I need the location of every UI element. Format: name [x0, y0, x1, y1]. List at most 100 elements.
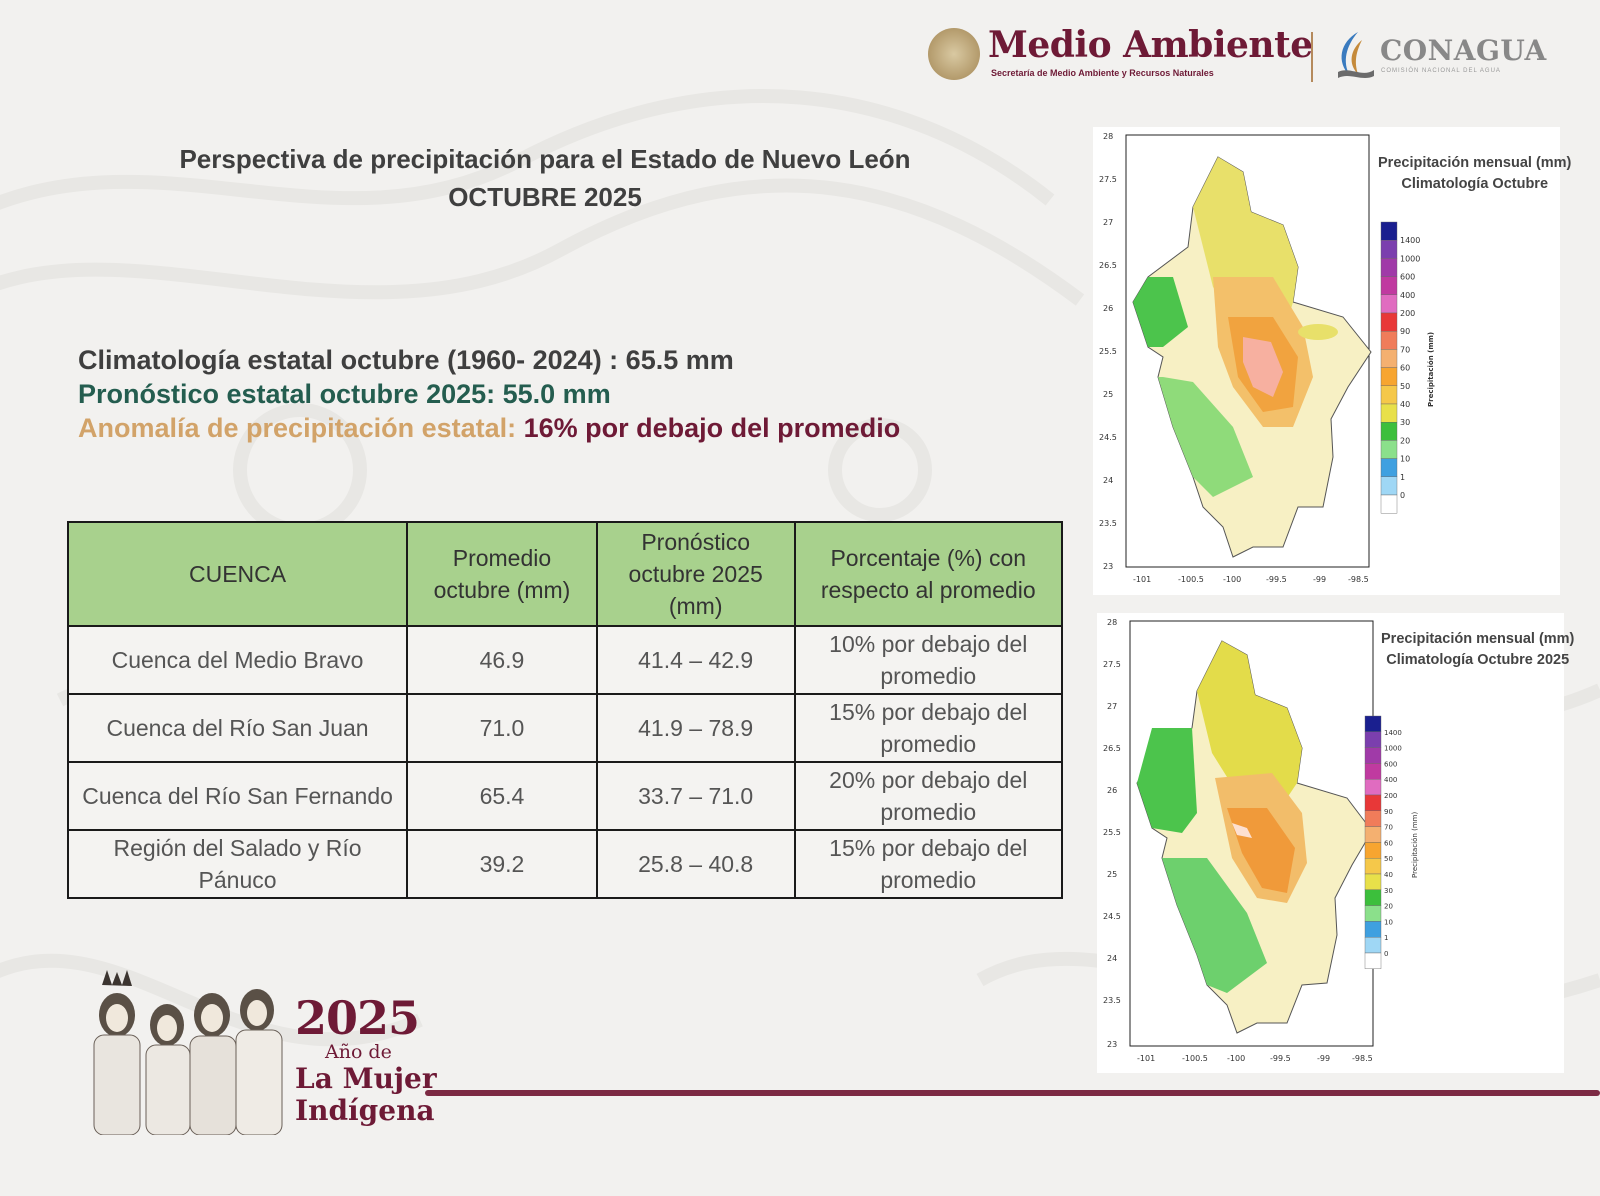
legend-axis-label: Precipitación (mm) — [1411, 812, 1419, 878]
xtick-label: -98.5 — [1348, 575, 1369, 584]
ytick-label: 27.5 — [1103, 660, 1121, 669]
ytick-label: 24.5 — [1103, 912, 1121, 921]
map-title-line-2: Climatología Octubre — [1401, 176, 1549, 192]
legend-label: 60 — [1384, 839, 1393, 847]
legend-label: 50 — [1400, 382, 1410, 391]
legend-swatch — [1380, 349, 1398, 368]
cell-porcentaje: 10% por debajo del promedio — [793, 625, 1064, 695]
map-title-line-1: Precipitación mensual (mm) — [1381, 631, 1575, 647]
xtick-label: -101 — [1137, 1054, 1155, 1063]
legend-label: 10 — [1400, 455, 1410, 464]
ytick-label: 27 — [1103, 218, 1113, 227]
legend-label: 1000 — [1400, 254, 1420, 263]
legend-label: 600 — [1400, 273, 1415, 282]
ytick-label: 25.5 — [1103, 828, 1121, 837]
cell-cuenca: Cuenca del Río San Fernando — [66, 761, 409, 831]
legend-swatch — [1364, 905, 1382, 922]
map-title-line-2: Climatología Octubre 2025 — [1386, 652, 1570, 668]
header-logos: Medio Ambiente Secretaría de Medio Ambie… — [928, 24, 1548, 86]
legend-label: 20 — [1400, 436, 1410, 445]
legend-label: 1000 — [1384, 745, 1402, 753]
legend-swatch — [1380, 494, 1398, 514]
year-line-1: La Mujer — [295, 1062, 437, 1095]
cell-pronostico: 25.8 – 40.8 — [595, 829, 796, 899]
table-row: Cuenca del Río San Fernando 65.4 33.7 – … — [66, 761, 1064, 831]
legend-label: 60 — [1400, 364, 1410, 373]
legend-swatch — [1364, 889, 1382, 906]
year-line-2: Indígena — [295, 1094, 435, 1127]
legend-swatch — [1364, 763, 1382, 780]
legend-swatch — [1380, 312, 1398, 332]
legend-swatch — [1380, 458, 1398, 478]
legend-label: 70 — [1384, 824, 1393, 832]
legend-swatch — [1380, 258, 1398, 277]
ytick-label: 28 — [1107, 618, 1117, 627]
legend-label: 200 — [1384, 792, 1397, 800]
mexico-seal-icon — [928, 28, 980, 80]
ytick-label: 25.5 — [1099, 347, 1117, 356]
summary-block: Climatología estatal octubre (1960- 2024… — [78, 343, 900, 445]
ytick-label: 24.5 — [1099, 433, 1117, 442]
agency-subtitle: COMISIÓN NACIONAL DEL AGUA — [1381, 68, 1501, 74]
cell-promedio: 65.4 — [406, 761, 598, 831]
xtick-label: -101 — [1133, 575, 1151, 584]
legend-label: 400 — [1400, 291, 1415, 300]
table-header-row: CUENCA Promedio octubre (mm) Pronóstico … — [66, 521, 1064, 627]
legend-swatch — [1364, 842, 1382, 859]
legend-label: 1 — [1400, 473, 1405, 482]
summary-forecast: Pronóstico estatal octubre 2025: 55.0 mm — [78, 379, 611, 409]
cell-promedio: 39.2 — [406, 829, 598, 899]
xtick-label: -99 — [1317, 1054, 1330, 1063]
ytick-label: 23 — [1107, 1040, 1117, 1049]
cell-cuenca: Cuenca del Río San Juan — [66, 693, 409, 763]
map-title-line-1: Precipitación mensual (mm) — [1378, 155, 1572, 171]
legend-swatch — [1364, 921, 1382, 938]
legend-label: 40 — [1400, 400, 1410, 409]
forecast-map-panel: 28 27.5 27 26.5 26 25.5 25 24.5 24 23.5 … — [1097, 613, 1574, 1073]
legend-swatch — [1364, 826, 1382, 843]
bottom-rule — [425, 1090, 1600, 1096]
ytick-label: 28 — [1103, 132, 1113, 141]
cell-pronostico: 41.4 – 42.9 — [595, 625, 796, 695]
year-ano-de: Año de — [325, 1041, 392, 1063]
ytick-label: 24 — [1103, 476, 1113, 485]
legend-swatch — [1364, 715, 1382, 733]
ytick-label: 25 — [1103, 390, 1113, 399]
legend-label: 200 — [1400, 309, 1415, 318]
xtick-label: -99 — [1313, 575, 1326, 584]
cell-promedio: 46.9 — [406, 625, 598, 695]
legend-swatch — [1380, 294, 1398, 314]
summary-anomaly: Anomalía de precipitación estatal: 16% p… — [78, 411, 900, 445]
cell-cuenca: Región del Salado y Río Pánuco — [66, 829, 409, 899]
legend-label: 1400 — [1384, 729, 1402, 737]
cell-promedio: 71.0 — [406, 693, 598, 763]
xtick-label: -98.5 — [1352, 1054, 1373, 1063]
legend-swatch — [1380, 385, 1398, 405]
legend-swatch — [1364, 810, 1382, 827]
forecast-map: 28 27.5 27 26.5 26 25.5 25 24.5 24 23.5 … — [1103, 618, 1419, 1063]
legend-swatch — [1380, 440, 1398, 459]
header-promedio: Promedio octubre (mm) — [406, 521, 598, 627]
xtick-label: -99.5 — [1270, 1054, 1291, 1063]
legend-swatch — [1380, 221, 1398, 241]
anomaly-label: Anomalía de precipitación estatal: — [78, 413, 524, 443]
logo-divider — [1311, 32, 1313, 82]
page-title: Perspectiva de precipitación para el Est… — [130, 140, 960, 216]
ytick-label: 26.5 — [1099, 261, 1117, 270]
year-number: 2025 — [295, 991, 420, 1045]
xtick-label: -100.5 — [1182, 1054, 1208, 1063]
legend-label: 600 — [1384, 760, 1397, 768]
conagua-logo-icon — [1338, 32, 1374, 78]
ytick-label: 27 — [1107, 702, 1117, 711]
legend-swatch — [1380, 476, 1398, 496]
cell-cuenca: Cuenca del Medio Bravo — [66, 625, 409, 695]
cuencas-table: CUENCA Promedio octubre (mm) Pronóstico … — [66, 521, 1064, 899]
table-row: Cuenca del Río San Juan 71.0 41.9 – 78.9… — [66, 693, 1064, 763]
climatology-map: 28 27.5 27 26.5 26 25.5 25 24.5 24 23.5 … — [1099, 132, 1435, 584]
cell-porcentaje: 20% por debajo del promedio — [793, 761, 1064, 831]
header-porcentaje: Porcentaje (%) con respecto al promedio — [793, 521, 1064, 627]
cell-pronostico: 41.9 – 78.9 — [595, 693, 796, 763]
ytick-label: 23.5 — [1103, 996, 1121, 1005]
legend-swatch — [1364, 778, 1382, 796]
